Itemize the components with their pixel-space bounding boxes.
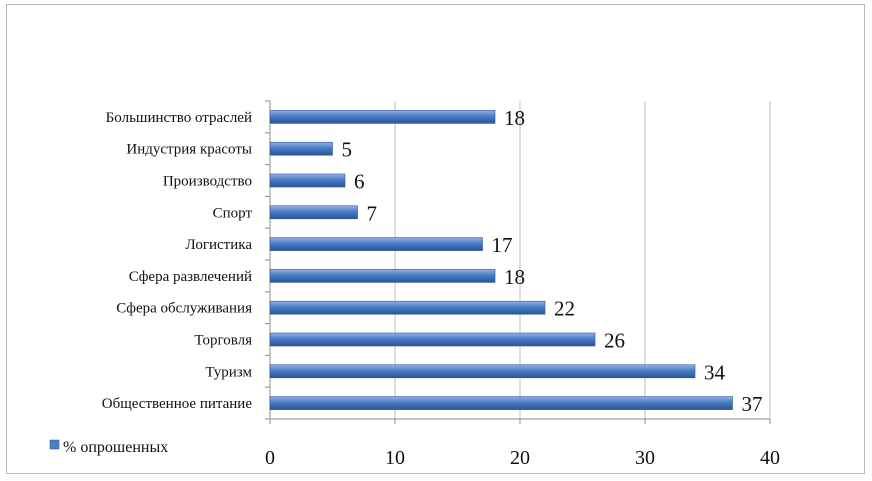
category-label: Большинство отраслей: [106, 110, 252, 126]
x-tick-label: 10: [385, 447, 405, 469]
data-label: 5: [342, 138, 353, 162]
bars: [269, 110, 733, 410]
x-tick-label: 30: [635, 447, 655, 469]
data-label: 37: [742, 392, 763, 416]
bar: [269, 110, 496, 124]
x-tick-label: 0: [265, 447, 275, 469]
bar: [269, 269, 496, 283]
data-label: 18: [504, 265, 525, 289]
category-label: Логистика: [186, 237, 253, 253]
legend: % опрошенных: [49, 439, 168, 456]
x-tick-label: 20: [510, 447, 530, 469]
legend-swatch: [49, 439, 60, 450]
category-label: Спорт: [213, 205, 253, 221]
x-tick-label: 40: [760, 447, 780, 469]
labels: 0 10 20 30 40 Большинство отраслей 18 Индустрия…: [102, 106, 780, 469]
category-label: Производство: [163, 174, 252, 190]
bar: [269, 173, 346, 188]
category-label: Торговля: [194, 333, 252, 349]
data-label: 18: [504, 106, 525, 130]
bar: [269, 237, 483, 251]
bar: [269, 141, 333, 156]
category-label: Сфера развлечений: [129, 269, 252, 285]
data-label: 26: [604, 329, 625, 353]
legend-label: % опрошенных: [63, 439, 168, 456]
category-label: Индустрия красоты: [126, 142, 252, 158]
data-label: 7: [367, 201, 378, 225]
bar: [269, 205, 358, 220]
data-label: 22: [554, 297, 575, 321]
category-label: Общественное питание: [102, 396, 253, 412]
bar: [269, 396, 733, 410]
data-label: 17: [492, 233, 513, 257]
category-label: Сфера обслуживания: [116, 301, 252, 317]
bar: [269, 364, 696, 379]
bar: [269, 332, 596, 347]
data-label: 34: [704, 360, 726, 384]
bar: [269, 300, 546, 315]
data-label: 6: [354, 170, 365, 194]
category-label: Туризм: [205, 364, 252, 380]
